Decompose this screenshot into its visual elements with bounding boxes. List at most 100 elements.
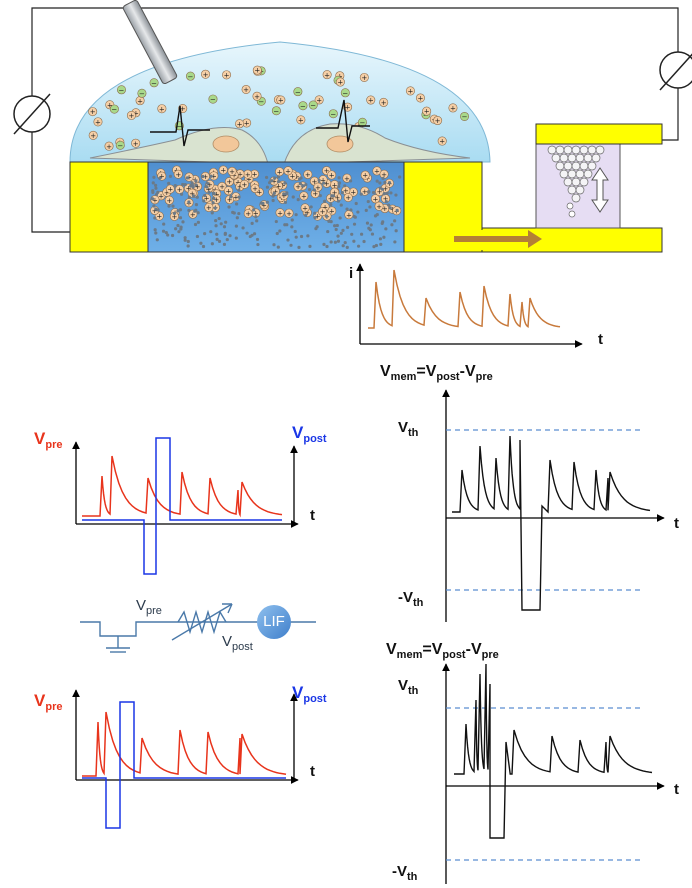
particle-dot bbox=[299, 234, 304, 239]
particle-dot bbox=[353, 215, 357, 219]
cation-icon: + bbox=[241, 84, 251, 94]
svg-text:+: + bbox=[245, 210, 251, 218]
cation-icon: + bbox=[343, 192, 353, 202]
bead bbox=[563, 161, 573, 171]
particle-dot bbox=[235, 216, 239, 220]
cation-icon: + bbox=[165, 184, 175, 194]
svg-text:+: + bbox=[152, 207, 158, 215]
svg-text:+: + bbox=[214, 190, 220, 198]
svg-text:+: + bbox=[175, 171, 181, 179]
particle-dot bbox=[350, 232, 354, 236]
particle-dot bbox=[210, 211, 214, 215]
particle-dot bbox=[327, 219, 331, 223]
post-trace-1 bbox=[82, 437, 282, 575]
bead bbox=[575, 185, 585, 195]
cation-icon: + bbox=[370, 194, 380, 203]
svg-text:+: + bbox=[231, 171, 237, 179]
particle-dot bbox=[161, 229, 166, 233]
particle-dot bbox=[194, 203, 199, 207]
bead bbox=[595, 145, 605, 155]
anion-icon: − bbox=[137, 88, 147, 98]
pre-post-plot-1: Vpre Vpost t bbox=[34, 423, 327, 575]
cation-icon: + bbox=[372, 166, 382, 176]
particle-dot bbox=[150, 197, 155, 201]
particle-dot bbox=[183, 236, 187, 240]
svg-text:+: + bbox=[243, 86, 249, 94]
svg-text:+: + bbox=[435, 117, 441, 125]
anion-icon: − bbox=[460, 111, 470, 121]
particle-dot bbox=[299, 176, 303, 180]
svg-text:+: + bbox=[275, 182, 281, 190]
svg-text:+: + bbox=[289, 173, 295, 181]
svg-text:+: + bbox=[190, 211, 196, 219]
svg-text:+: + bbox=[381, 171, 387, 179]
svg-text:+: + bbox=[159, 173, 165, 181]
svg-text:+: + bbox=[278, 97, 284, 105]
particle-dot bbox=[190, 181, 194, 185]
svg-text:−: − bbox=[300, 102, 306, 110]
particle-dot bbox=[289, 243, 293, 247]
lif-neuron-icon bbox=[257, 605, 291, 639]
svg-text:+: + bbox=[315, 184, 321, 192]
post-trace-2 bbox=[82, 701, 286, 829]
bead bbox=[571, 145, 581, 155]
bead bbox=[579, 161, 589, 171]
particle-dot bbox=[252, 232, 257, 236]
particle-dot bbox=[271, 194, 275, 198]
cation-icon: + bbox=[359, 72, 369, 82]
particle-dot bbox=[284, 192, 288, 196]
svg-text:+: + bbox=[245, 171, 251, 179]
svg-text:+: + bbox=[320, 208, 326, 216]
particle-dot bbox=[179, 192, 184, 196]
bead bbox=[591, 153, 601, 163]
particle-dot bbox=[294, 213, 298, 217]
particle-dot bbox=[307, 187, 312, 192]
particle-dot bbox=[385, 191, 389, 195]
particle-dot bbox=[255, 219, 259, 223]
particle-dot bbox=[333, 224, 337, 228]
svg-text:+: + bbox=[211, 172, 217, 180]
particle-dot bbox=[207, 190, 211, 194]
particle-dot bbox=[250, 233, 254, 237]
svg-text:+: + bbox=[301, 193, 307, 201]
particle-dot bbox=[183, 238, 187, 242]
cell-left-nucleus bbox=[212, 135, 240, 153]
svg-text:+: + bbox=[361, 74, 367, 82]
cation-icon: + bbox=[252, 91, 262, 101]
svg-text:+: + bbox=[171, 213, 177, 221]
particle-dot bbox=[306, 234, 310, 238]
neg-vth-label-1: -Vth bbox=[398, 589, 424, 609]
anion-icon: − bbox=[340, 88, 350, 97]
bead bbox=[575, 169, 585, 179]
particle-dot bbox=[250, 221, 254, 225]
lif-label: LIF bbox=[263, 613, 285, 630]
svg-text:−: − bbox=[210, 96, 216, 104]
vpost-label-2: Vpost bbox=[292, 683, 327, 705]
svg-text:+: + bbox=[159, 105, 165, 113]
svg-text:+: + bbox=[237, 171, 243, 179]
svg-text:−: − bbox=[119, 86, 125, 94]
cell-spike-left bbox=[150, 105, 210, 147]
particle-dot bbox=[393, 219, 397, 223]
particle-dot bbox=[301, 184, 305, 188]
svg-text:+: + bbox=[129, 112, 135, 120]
particle-dot bbox=[255, 237, 260, 242]
particle-dot bbox=[345, 245, 349, 249]
double-arrow-icon bbox=[591, 167, 609, 213]
svg-text:+: + bbox=[337, 79, 343, 87]
cation-icon: + bbox=[173, 169, 183, 179]
particle-dot bbox=[271, 198, 275, 203]
particle-dot bbox=[264, 175, 269, 180]
particle-dot bbox=[151, 181, 155, 185]
particle-dot bbox=[154, 183, 158, 187]
svg-text:+: + bbox=[281, 192, 287, 200]
svg-text:+: + bbox=[277, 168, 283, 176]
particle-dot bbox=[154, 186, 158, 190]
particle-dot bbox=[352, 222, 357, 226]
particle-dot bbox=[187, 195, 192, 199]
svg-text:+: + bbox=[316, 97, 322, 105]
particle-dot bbox=[224, 220, 228, 224]
cation-icon: + bbox=[437, 136, 447, 146]
particle-dot bbox=[337, 184, 341, 188]
